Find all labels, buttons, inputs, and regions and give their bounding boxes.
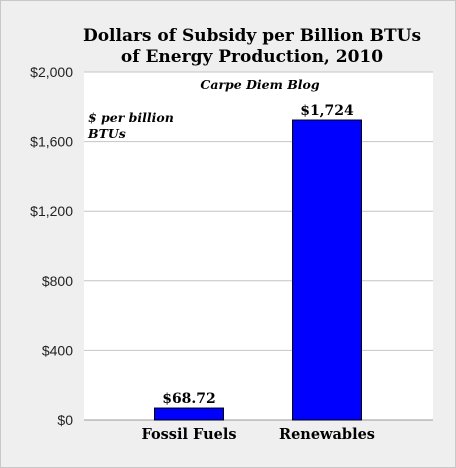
chart-source: Carpe Diem Blog (200, 77, 320, 92)
data-label: $68.72 (162, 391, 216, 407)
unit-note-line-1: $ per billion (88, 110, 174, 125)
x-category-label: Renewables (279, 426, 375, 443)
y-tick-label: $0 (57, 412, 73, 428)
y-tick-label: $400 (42, 342, 73, 358)
chart-title-line-2: of Energy Production, 2010 (120, 47, 384, 67)
y-tick-label: $2,000 (30, 64, 73, 80)
unit-note: $ per billion BTUs (88, 110, 188, 142)
y-tick-label: $800 (42, 273, 73, 289)
unit-note-line-2: BTUs (88, 126, 126, 141)
y-tick-label: $1,600 (30, 134, 73, 150)
bar (292, 119, 362, 421)
y-tick-label: $1,200 (30, 203, 73, 219)
data-label: $1,724 (300, 103, 354, 119)
x-category-label: Fossil Fuels (141, 426, 236, 443)
chart-title-line-1: Dollars of Subsidy per Billion BTUs (82, 26, 422, 46)
bar (154, 407, 224, 421)
plot-area (84, 72, 433, 420)
chart-title: Dollars of Subsidy per Billion BTUs of E… (60, 26, 444, 68)
